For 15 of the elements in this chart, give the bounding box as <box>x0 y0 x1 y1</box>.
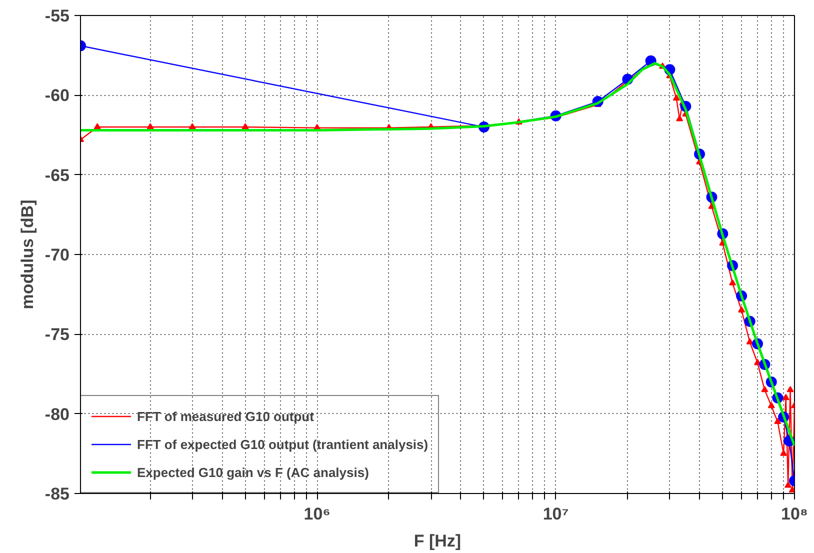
x-tick-label: 10⁶ <box>304 504 331 524</box>
legend-label: FFT of measured G10 output <box>137 408 314 424</box>
y-axis-title: modulus [dB] <box>18 200 37 310</box>
legend-label: FFT of expected G10 output (trantient analysis) <box>137 436 428 452</box>
y-tick-label: -75 <box>44 325 70 344</box>
y-tick-label: -85 <box>44 484 70 504</box>
x-axis-title: F [Hz] <box>414 532 462 550</box>
y-tick-label: -70 <box>44 246 70 264</box>
y-tick-label: -80 <box>44 404 70 424</box>
legend-label: Expected G10 gain vs F (AC analysis) <box>137 464 369 480</box>
y-tick-label: -65 <box>44 166 70 185</box>
x-tick-label: 10⁸ <box>781 504 808 524</box>
x-tick-label: 10⁷ <box>542 504 569 524</box>
y-tick-label: -55 <box>44 6 70 26</box>
y-tick-label: -60 <box>44 86 70 106</box>
